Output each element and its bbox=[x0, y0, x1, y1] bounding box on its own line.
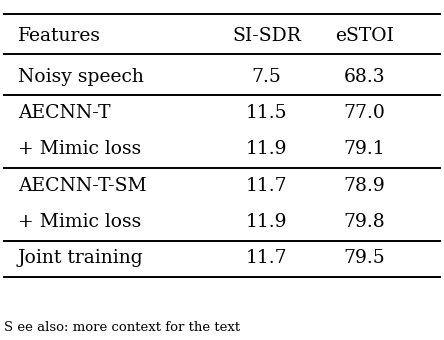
Text: 7.5: 7.5 bbox=[251, 68, 281, 85]
Text: 11.5: 11.5 bbox=[246, 104, 287, 122]
Text: 79.5: 79.5 bbox=[343, 250, 385, 267]
Text: eSTOI: eSTOI bbox=[335, 27, 393, 45]
Text: + Mimic loss: + Mimic loss bbox=[18, 140, 141, 158]
Text: 77.0: 77.0 bbox=[343, 104, 385, 122]
Text: S ee also: more context for the text: S ee also: more context for the text bbox=[4, 321, 241, 334]
Text: + Mimic loss: + Mimic loss bbox=[18, 213, 141, 231]
Text: AECNN-T: AECNN-T bbox=[18, 104, 110, 122]
Text: 79.8: 79.8 bbox=[343, 213, 385, 231]
Text: 68.3: 68.3 bbox=[343, 68, 385, 85]
Text: 11.9: 11.9 bbox=[246, 213, 287, 231]
Text: 11.7: 11.7 bbox=[246, 177, 287, 194]
Text: 79.1: 79.1 bbox=[343, 140, 385, 158]
Text: 11.9: 11.9 bbox=[246, 140, 287, 158]
Text: Joint training: Joint training bbox=[18, 250, 143, 267]
Text: 11.7: 11.7 bbox=[246, 250, 287, 267]
Text: 78.9: 78.9 bbox=[343, 177, 385, 194]
Text: Noisy speech: Noisy speech bbox=[18, 68, 144, 85]
Text: Features: Features bbox=[18, 27, 101, 45]
Text: AECNN-T-SM: AECNN-T-SM bbox=[18, 177, 147, 194]
Text: SI-SDR: SI-SDR bbox=[232, 27, 301, 45]
